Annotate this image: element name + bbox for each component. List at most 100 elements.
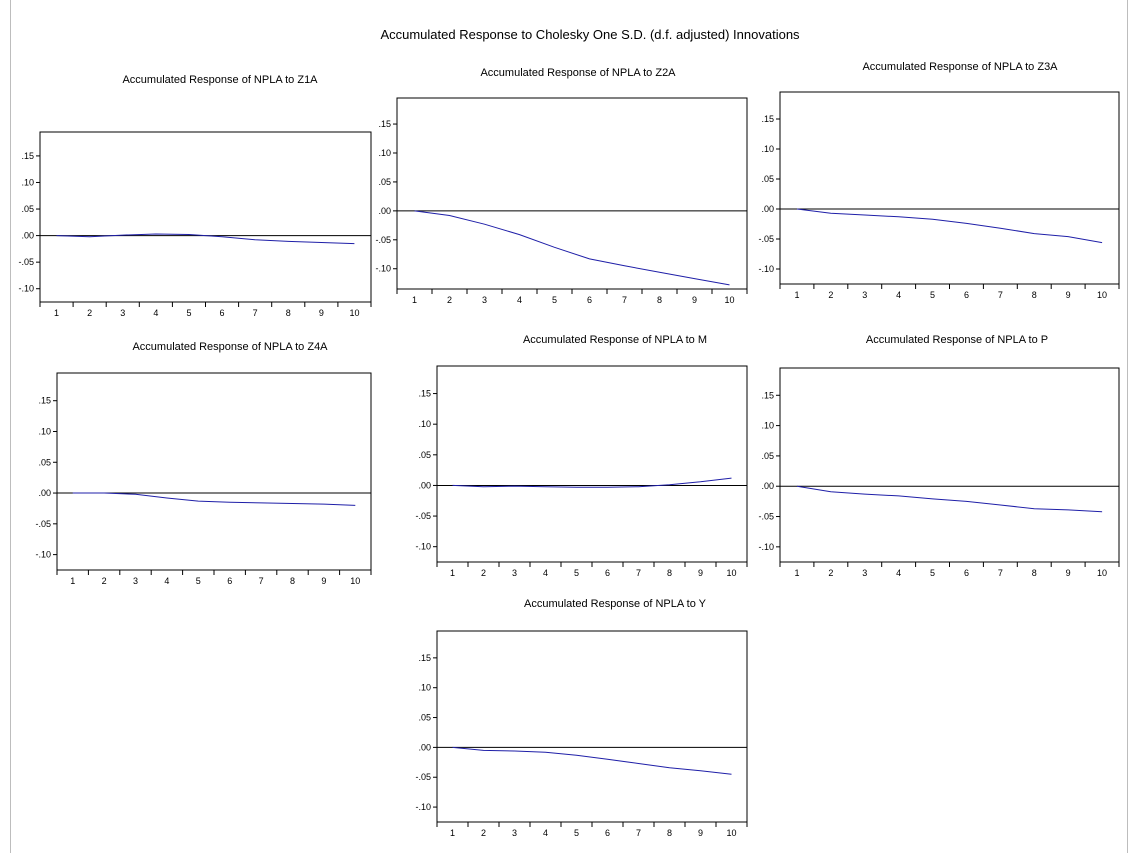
y-tick-label: .15 xyxy=(378,119,391,129)
x-tick-label: 1 xyxy=(412,295,417,305)
y-tick-label: .00 xyxy=(761,481,774,491)
response-line xyxy=(452,477,732,488)
x-tick-label: 1 xyxy=(450,828,455,838)
x-tick-label: 7 xyxy=(998,290,1003,300)
y-tick-label: .00 xyxy=(38,488,51,498)
panel-title: Accumulated Response of NPLA to P xyxy=(865,334,1049,346)
y-tick-label: -.10 xyxy=(758,542,774,552)
x-tick-label: 6 xyxy=(227,576,232,586)
x-tick-label: 3 xyxy=(482,295,487,305)
x-tick-label: 5 xyxy=(574,828,579,838)
x-tick-label: 1 xyxy=(70,576,75,586)
x-tick-label: 6 xyxy=(605,568,610,578)
x-tick-label: 8 xyxy=(290,576,295,586)
response-line xyxy=(414,210,730,286)
y-tick-label: .10 xyxy=(21,177,34,187)
y-tick-label: .15 xyxy=(21,151,34,161)
y-tick-label: .00 xyxy=(418,742,431,752)
x-tick-label: 8 xyxy=(657,295,662,305)
x-tick-label: 2 xyxy=(102,576,107,586)
response-line xyxy=(796,485,1103,513)
x-tick-label: 9 xyxy=(698,568,703,578)
x-tick-label: 4 xyxy=(517,295,522,305)
x-tick-label: 8 xyxy=(1032,290,1037,300)
y-tick-label: -.05 xyxy=(415,511,431,521)
x-tick-label: 7 xyxy=(636,828,641,838)
y-tick-label: .10 xyxy=(378,148,391,158)
x-tick-label: 8 xyxy=(1032,568,1037,578)
line-chart: .15 .10 .05 .00 -.05 -.10 1 2 3 4 5 6 7 8 9 10 xyxy=(18,131,372,318)
line-chart: .15 .10 .05 .00 -.05 -.10 1 2 3 4 5 6 7 8 9 10 xyxy=(758,91,1120,300)
x-tick-label: 6 xyxy=(964,290,969,300)
x-tick-label: 9 xyxy=(692,295,697,305)
y-tick-label: .00 xyxy=(761,204,774,214)
x-tick-label: 9 xyxy=(1066,290,1071,300)
y-tick-label: .05 xyxy=(761,451,774,461)
x-tick-label: 6 xyxy=(605,828,610,838)
y-tick-label: .00 xyxy=(418,480,431,490)
y-tick-label: .05 xyxy=(21,204,34,214)
x-tick-label: 2 xyxy=(481,828,486,838)
y-tick-label: -.10 xyxy=(758,264,774,274)
panel-title: Accumulated Response of NPLA to Z1A xyxy=(122,74,318,86)
y-tick-label: .10 xyxy=(38,426,51,436)
y-tick-label: .15 xyxy=(38,396,51,406)
y-tick-label: .05 xyxy=(418,450,431,460)
figure-frame xyxy=(10,0,1128,853)
x-tick-label: 3 xyxy=(862,290,867,300)
y-tick-label: .15 xyxy=(761,390,774,400)
figure-title: Accumulated Response to Cholesky One S.D… xyxy=(380,27,800,42)
panel-title: Accumulated Response of NPLA to Z2A xyxy=(480,67,676,79)
x-tick-label: 5 xyxy=(552,295,557,305)
x-tick-label: 7 xyxy=(998,568,1003,578)
x-tick-label: 9 xyxy=(321,576,326,586)
x-tick-label: 9 xyxy=(319,308,324,318)
y-tick-label: -.10 xyxy=(375,264,391,274)
line-chart: .15 .10 .05 .00 -.05 -.10 1 2 3 4 5 6 7 8 9 10 xyxy=(375,97,748,305)
y-tick-label: .05 xyxy=(761,174,774,184)
x-tick-label: 8 xyxy=(667,568,672,578)
x-tick-label: 10 xyxy=(1097,568,1107,578)
x-tick-label: 10 xyxy=(726,828,736,838)
x-tick-label: 3 xyxy=(862,568,867,578)
x-tick-label: 2 xyxy=(447,295,452,305)
x-tick-label: 1 xyxy=(450,568,455,578)
x-tick-label: 4 xyxy=(543,828,548,838)
response-line xyxy=(72,492,356,506)
y-tick-label: .00 xyxy=(378,206,391,216)
x-tick-label: 2 xyxy=(481,568,486,578)
x-tick-label: 2 xyxy=(87,308,92,318)
y-tick-label: -.05 xyxy=(758,512,774,522)
x-tick-label: 10 xyxy=(1097,290,1107,300)
y-tick-label: .10 xyxy=(418,683,431,693)
y-tick-label: .05 xyxy=(418,713,431,723)
x-tick-label: 7 xyxy=(259,576,264,586)
x-tick-label: 7 xyxy=(253,308,258,318)
x-tick-label: 4 xyxy=(153,308,158,318)
line-chart: .15 .10 .05 .00 -.05 -.10 1 2 3 4 5 6 7 8 9 10 xyxy=(758,367,1120,578)
response-line xyxy=(796,208,1103,244)
x-tick-label: 4 xyxy=(896,290,901,300)
y-tick-label: -.10 xyxy=(415,802,431,812)
y-tick-label: -.05 xyxy=(18,257,34,267)
plot-frame xyxy=(436,365,748,563)
plot-frame xyxy=(39,131,372,303)
y-tick-label: .10 xyxy=(418,419,431,429)
y-tick-label: -.05 xyxy=(415,772,431,782)
y-tick-label: .10 xyxy=(761,421,774,431)
x-tick-label: 6 xyxy=(964,568,969,578)
y-tick-label: -.05 xyxy=(758,234,774,244)
x-tick-label: 9 xyxy=(1066,568,1071,578)
y-tick-label: .00 xyxy=(21,231,34,241)
y-tick-label: .15 xyxy=(418,389,431,399)
plot-frame xyxy=(56,372,372,571)
x-tick-label: 5 xyxy=(196,576,201,586)
y-tick-label: .05 xyxy=(378,177,391,187)
x-tick-label: 2 xyxy=(828,568,833,578)
x-tick-label: 8 xyxy=(286,308,291,318)
plot-frame xyxy=(396,97,748,290)
x-tick-label: 10 xyxy=(726,568,736,578)
response-line xyxy=(452,746,732,775)
y-tick-label: -.10 xyxy=(415,542,431,552)
panel-title: Accumulated Response of NPLA to Y xyxy=(523,598,706,610)
